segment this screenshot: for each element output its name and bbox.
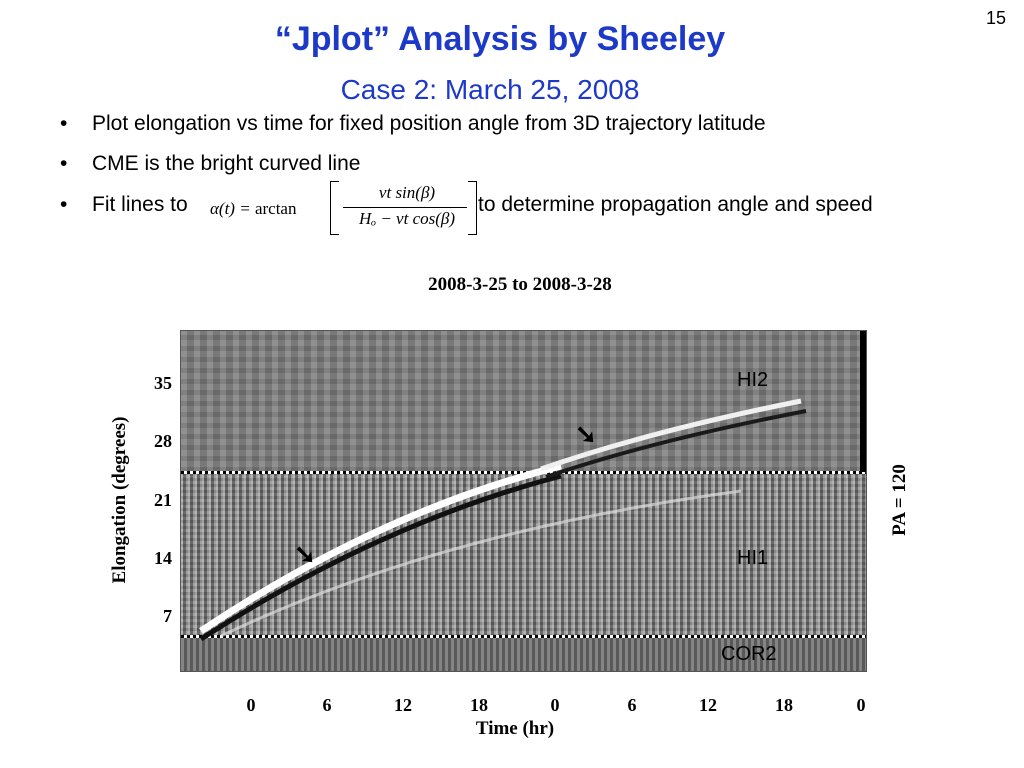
formula-right-bracket: [468, 181, 477, 235]
formula-alpha: α(t) =: [210, 199, 251, 218]
hi1-panel: [181, 472, 866, 637]
hi2-panel: [181, 331, 866, 472]
x-tick-label: 6: [322, 695, 332, 715]
x-tick-label: 18: [775, 695, 793, 715]
hi2-bright-trace: [540, 398, 802, 472]
slide-subtitle: Case 2: March 25, 2008: [340, 74, 640, 105]
y-tick-label: 28: [154, 431, 172, 451]
y-tick-label: 14: [154, 548, 172, 568]
cme-bright-trace: [199, 462, 562, 634]
hi1-label: HI1: [737, 547, 769, 569]
bullet-text: Fit lines to: [92, 193, 188, 216]
hi2-label: HI2: [737, 369, 769, 391]
panel-separator: [181, 471, 866, 474]
formula-fraction-bar: [343, 207, 467, 208]
slide-number: 15: [985, 8, 1006, 28]
cme-traces: [199, 398, 807, 642]
arrow-icon: ➘: [294, 539, 316, 569]
bullet-marker: •: [60, 193, 68, 216]
cme-dark-trace: [199, 473, 562, 642]
x-tick-label: 0: [856, 695, 866, 715]
figure-title: 2008-3-25 to 2008-3-28: [428, 274, 612, 295]
y-axis-label: Elongation (degrees): [109, 416, 130, 584]
formula-arctan: arctan: [254, 199, 297, 218]
y-tick-label: 7: [163, 606, 172, 626]
x-tick-label: 18: [470, 695, 488, 715]
hi2-edge-bar: [860, 331, 866, 472]
bullet-marker: •: [60, 112, 68, 135]
arctan-formula: α(t) = arctan vt sin(β) Hₒ − vt cos(β): [210, 179, 540, 237]
bullet-text: Plot elongation vs time for fixed positi…: [92, 112, 766, 135]
cor2-panel: [181, 637, 866, 671]
bullet-marker: •: [60, 152, 68, 175]
x-axis-label: Time (hr): [475, 718, 555, 739]
slide-title: “Jplot” Analysis by Sheeley: [274, 20, 726, 58]
formula-lhs: α(t) = arctan: [210, 199, 296, 219]
bullet-text-suffix: to determine propagation angle and speed: [478, 193, 873, 216]
formula-numerator: vt sin(β): [378, 183, 436, 202]
cor2-label: COR2: [721, 643, 777, 665]
y-tick-label: 21: [154, 490, 172, 510]
hi2-dark-trace: [545, 409, 807, 479]
cme-trailing-trace: [220, 489, 742, 638]
position-angle-label: PA = 120: [889, 464, 910, 536]
jplot-image: ➘ ➘ HI2 HI1 COR2: [180, 330, 867, 672]
formula-denominator: Hₒ − vt cos(β): [358, 209, 456, 228]
y-tick-label: 35: [154, 373, 172, 393]
x-tick-label: 0: [246, 695, 256, 715]
x-tick-label: 6: [627, 695, 637, 715]
x-tick-label: 0: [550, 695, 560, 715]
x-tick-label: 12: [699, 695, 717, 715]
bullet-text: CME is the bright curved line: [92, 152, 361, 175]
formula-left-bracket: [330, 181, 339, 235]
panel-separator: [181, 635, 866, 638]
x-tick-label: 12: [394, 695, 412, 715]
arrow-icon: ➘: [575, 419, 597, 449]
